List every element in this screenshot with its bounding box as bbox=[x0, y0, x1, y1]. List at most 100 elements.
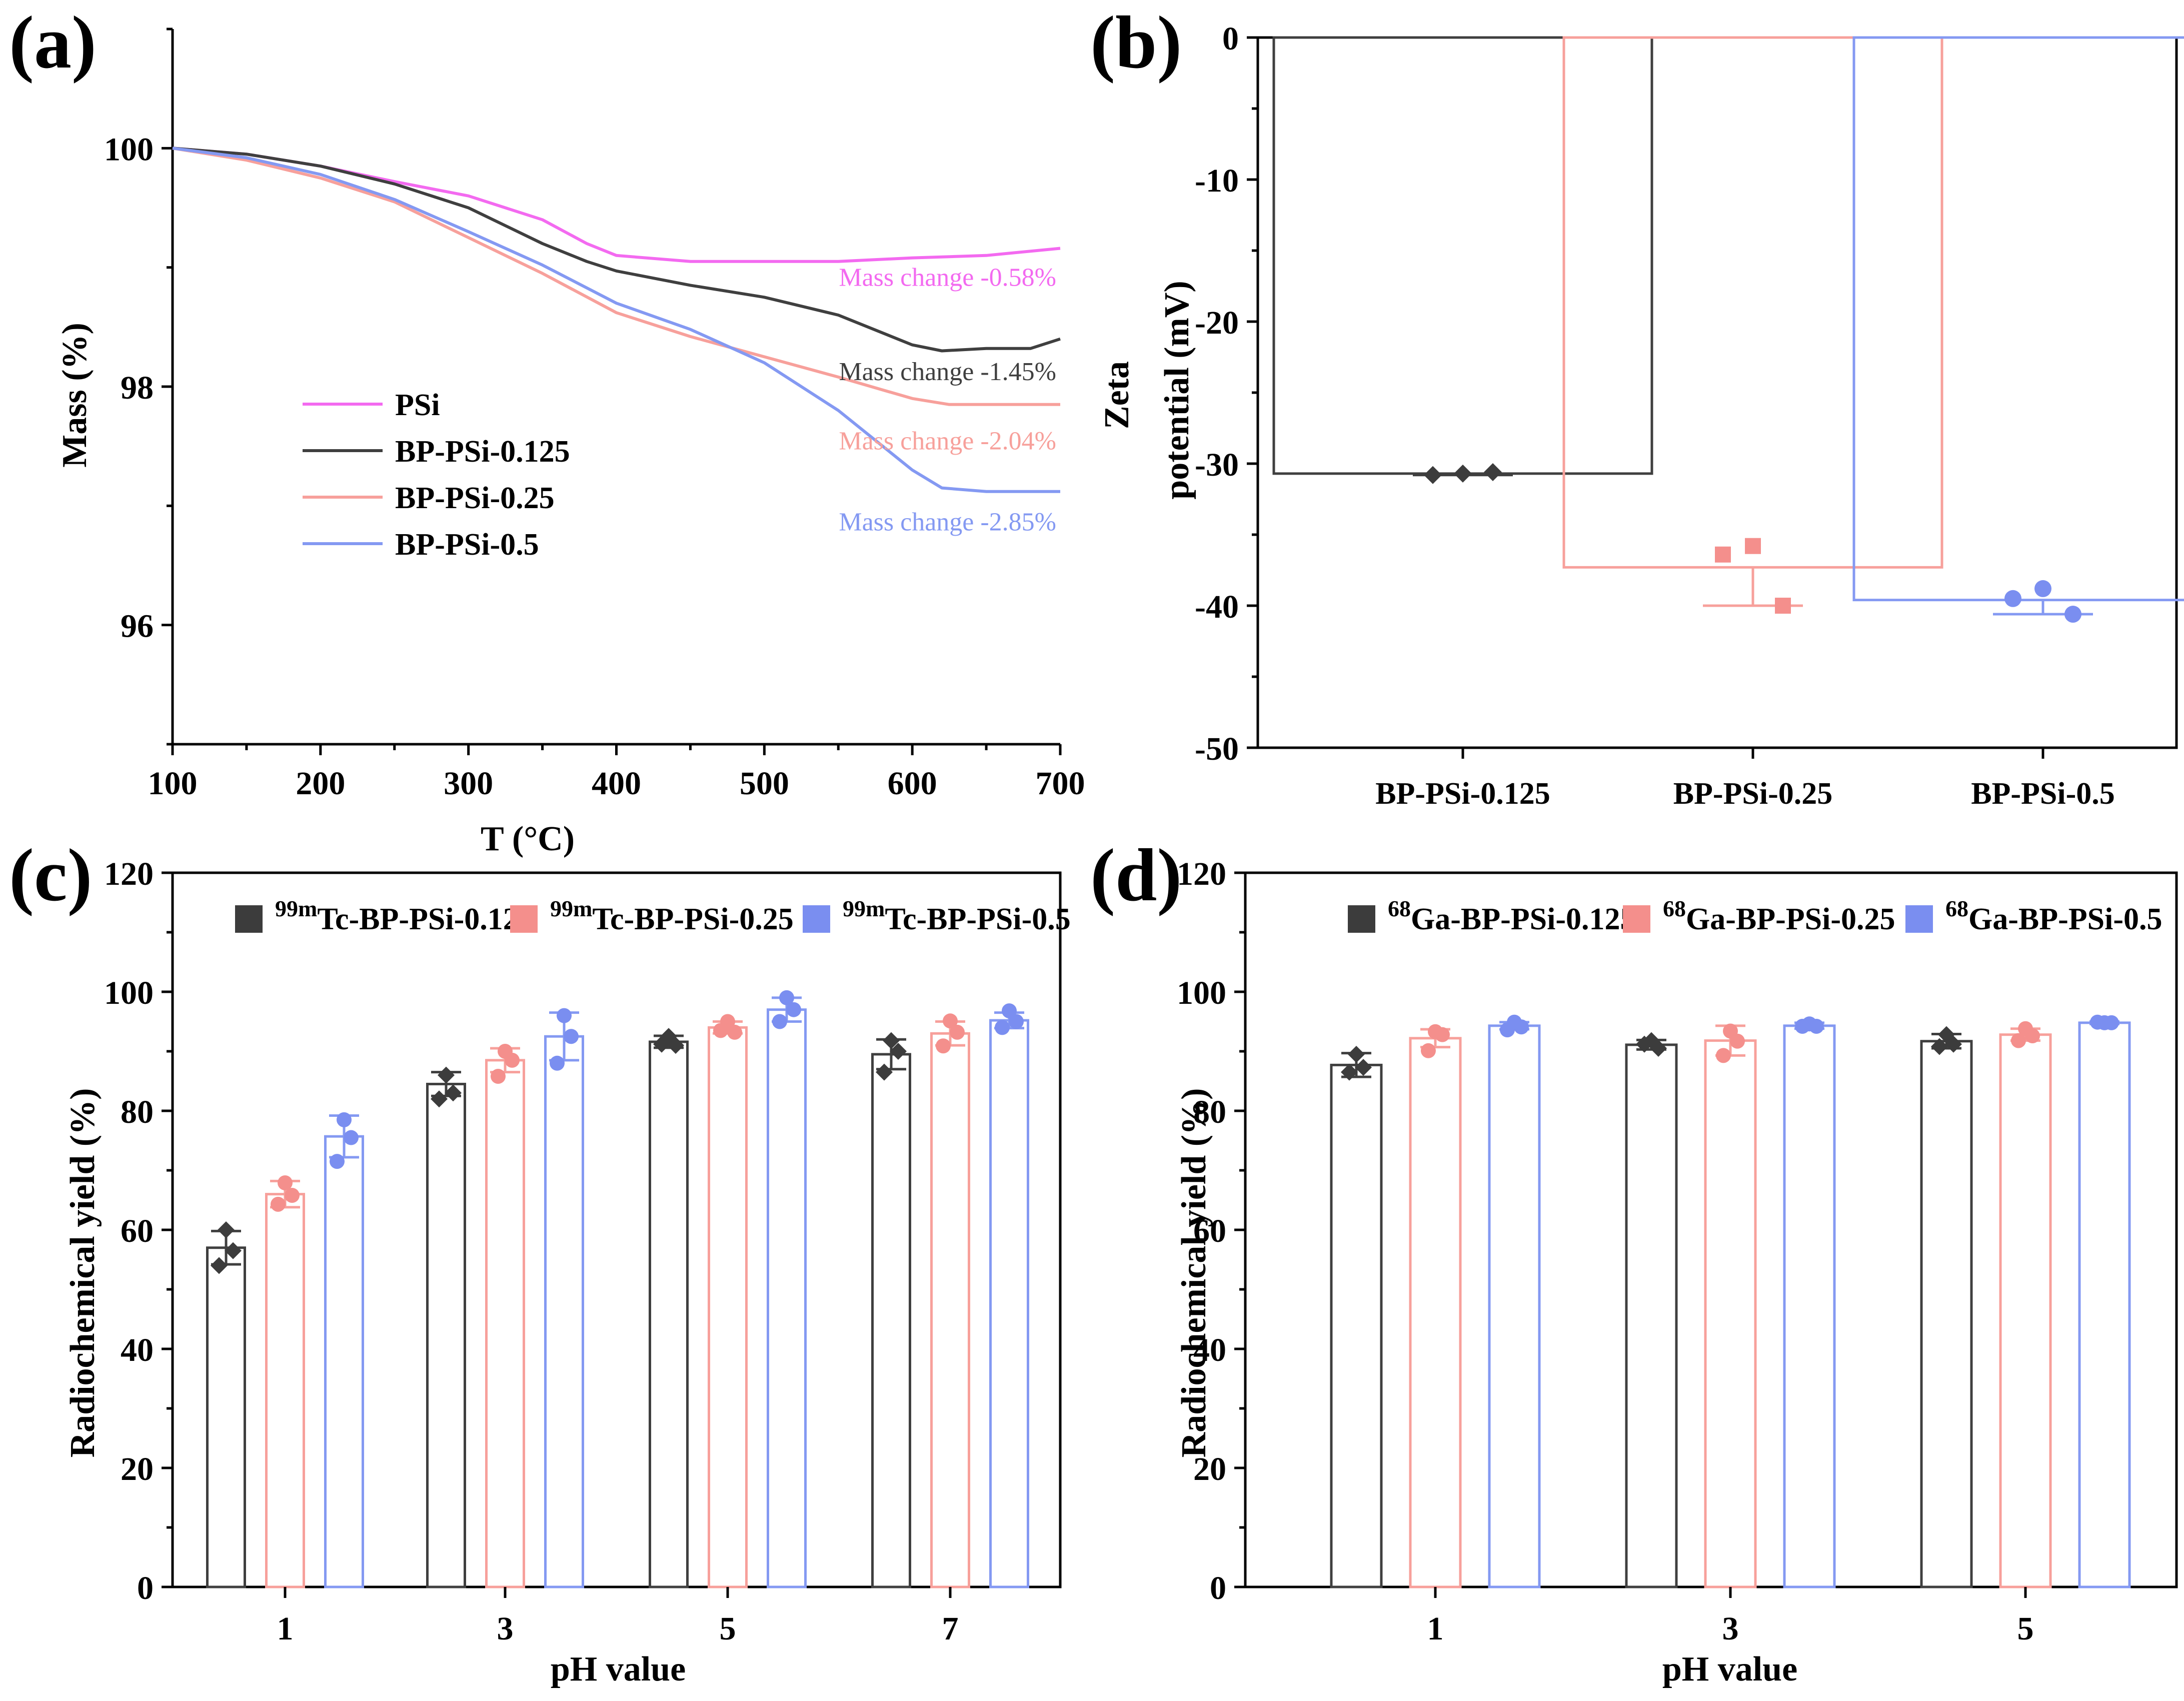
panel-b-x-tick-label: BP-PSi-0.25 bbox=[1673, 777, 1833, 811]
panel-d-x-tick-label: 3 bbox=[1722, 1610, 1739, 1647]
panel-b-y-tick-label: -40 bbox=[1195, 589, 1239, 625]
panel-d-legend-name: Ga-BP-PSi-0.5 bbox=[1968, 902, 2162, 936]
panel-c-data-point bbox=[225, 1242, 242, 1259]
panel-c-bar bbox=[206, 1246, 246, 1588]
panel-c-data-point bbox=[438, 1066, 455, 1084]
panel-c-legend-isotope: 99m bbox=[275, 896, 317, 921]
panel-c-data-point bbox=[505, 1052, 520, 1068]
panel-d-data-point bbox=[2090, 1014, 2105, 1030]
panel-b-plot-frame bbox=[1256, 36, 2178, 749]
panel-c-data-point bbox=[1009, 1014, 1024, 1029]
panel-c-data-point bbox=[713, 1023, 728, 1038]
panel-a-x-tick-label: 500 bbox=[740, 765, 789, 802]
panel-d-y-tick-label: 0 bbox=[1210, 1570, 1226, 1606]
panel-d-legend-label-2: 68Ga-BP-PSi-0.25 bbox=[1663, 896, 1895, 936]
panel-d-y-tick-label: 20 bbox=[1193, 1451, 1226, 1487]
panel-c-y-tick-label: 60 bbox=[121, 1213, 154, 1249]
panel-c-x-tick-label: 3 bbox=[497, 1610, 514, 1647]
panel-letter-c: (c) bbox=[9, 834, 92, 917]
panel-d-y-tick-label: 100 bbox=[1177, 975, 1226, 1011]
panel-d-data-point bbox=[1931, 1038, 1948, 1055]
panel-c-x-tick-label: 1 bbox=[277, 1610, 294, 1647]
panel-c-data-point bbox=[727, 1024, 742, 1040]
panel-b-data-point bbox=[1484, 463, 1502, 482]
panel-c-bar bbox=[265, 1193, 305, 1588]
panel-b-y-tick-label: -20 bbox=[1195, 305, 1239, 341]
panel-c-data-point bbox=[491, 1068, 506, 1084]
panel-a-y-tick-label: 98 bbox=[121, 370, 154, 406]
panel-c-data-point bbox=[271, 1196, 286, 1212]
panel-c-x-tick-label: 5 bbox=[720, 1610, 736, 1647]
panel-a-x-axis-label: T (°C) bbox=[481, 820, 575, 858]
panel-a-x-tick-label: 400 bbox=[592, 765, 641, 802]
panel-c-y-tick-label: 80 bbox=[121, 1094, 154, 1130]
panel-c-bar bbox=[324, 1135, 364, 1588]
panel-d-data-point bbox=[1650, 1040, 1667, 1057]
panel-d-plot-frame bbox=[1244, 871, 2178, 1588]
panel-d-y-tick-label: 40 bbox=[1193, 1332, 1226, 1368]
panel-c-legend-name: Tc-BP-PSi-0.125 bbox=[317, 902, 534, 936]
panel-c-data-point bbox=[285, 1187, 300, 1203]
panel-b-data-point bbox=[2034, 580, 2051, 597]
panel-a-legend-label-2: BP-PSi-0.125 bbox=[395, 435, 570, 469]
panel-a-annotation-1: Mass change -0.58% bbox=[839, 264, 1056, 292]
panel-a-x-tick-label: 700 bbox=[1036, 765, 1085, 802]
panel-c-data-point bbox=[218, 1221, 235, 1238]
panel-b-x-tick-label: BP-PSi-0.5 bbox=[1971, 777, 2115, 811]
panel-c-data-point bbox=[564, 1029, 579, 1044]
panel-c-plot-frame bbox=[171, 871, 1062, 1588]
panel-c-y-tick-label: 20 bbox=[121, 1451, 154, 1487]
panel-c-data-point bbox=[943, 1013, 958, 1029]
panel-c-data-point bbox=[278, 1175, 293, 1190]
panel-d-data-point bbox=[2025, 1028, 2040, 1044]
panel-c-y-tick-label: 0 bbox=[137, 1570, 154, 1606]
panel-c-data-point bbox=[890, 1043, 907, 1060]
panel-d-bar bbox=[1783, 1024, 1836, 1588]
panel-d-bar bbox=[1330, 1063, 1383, 1588]
panel-d-data-point bbox=[1730, 1033, 1745, 1049]
panel-c-legend-name: Tc-BP-PSi-0.25 bbox=[592, 902, 793, 936]
panel-d-x-axis-label: pH value bbox=[1662, 1650, 1797, 1688]
panel-c-y-axis-label: Radiochemical yield (%) bbox=[64, 1088, 102, 1458]
panel-b-x-tick-label: BP-PSi-0.125 bbox=[1375, 777, 1550, 811]
panel-c-bar bbox=[930, 1032, 970, 1588]
panel-c-legend-name: Tc-BP-PSi-0.5 bbox=[885, 902, 1070, 936]
panel-d-bar bbox=[1920, 1040, 1973, 1588]
panel-d-data-point bbox=[1945, 1035, 1962, 1053]
panel-b-bar-1 bbox=[1272, 36, 1653, 475]
panel-c-data-point bbox=[431, 1090, 448, 1108]
panel-a-annotation-2: Mass change -1.45% bbox=[839, 358, 1056, 386]
panel-c-bar bbox=[426, 1082, 466, 1588]
panel-c-bar bbox=[649, 1040, 689, 1588]
panel-b-bar-2 bbox=[1562, 36, 1943, 569]
panel-c-legend-isotope: 99m bbox=[550, 896, 592, 921]
panel-c-y-tick-label: 100 bbox=[104, 975, 154, 1011]
panel-b-bar-3 bbox=[1852, 36, 2184, 602]
panel-d-legend-isotope: 68 bbox=[1663, 896, 1686, 921]
panel-d-legend-label-3: 68Ga-BP-PSi-0.5 bbox=[1945, 896, 2162, 936]
panel-c-data-point bbox=[772, 1014, 787, 1029]
panel-b-data-point bbox=[1454, 464, 1472, 483]
panel-c-y-tick-label: 120 bbox=[104, 856, 154, 892]
panel-c-data-point bbox=[330, 1154, 345, 1169]
panel-d-bar bbox=[2078, 1021, 2131, 1588]
panel-a-annotation-3: Mass change -2.04% bbox=[839, 427, 1056, 455]
panel-d-legend-isotope: 68 bbox=[1945, 896, 1968, 921]
panel-a-series-line-3 bbox=[172, 147, 1060, 406]
panel-d-legend-label-1: 68Ga-BP-PSi-0.125 bbox=[1388, 896, 1635, 936]
panel-d-data-point bbox=[1716, 1048, 1731, 1063]
panel-d-data-point bbox=[1341, 1063, 1358, 1081]
panel-a-y-axis-label: Mass (%) bbox=[56, 323, 94, 468]
panel-d-legend-swatch-3 bbox=[1905, 905, 1933, 933]
panel-b-y-axis-label-line1: Zeta bbox=[1098, 361, 1136, 429]
panel-letter-d: (d) bbox=[1090, 834, 1182, 917]
panel-c-data-point bbox=[550, 1055, 565, 1071]
panel-b-y-tick-label: -10 bbox=[1195, 163, 1239, 199]
panel-d-data-point bbox=[1809, 1019, 1824, 1034]
panel-d-legend-name: Ga-BP-PSi-0.25 bbox=[1686, 902, 1895, 936]
panel-c-legend-label-2: 99mTc-BP-PSi-0.25 bbox=[550, 896, 794, 936]
panel-c-legend-label-1: 99mTc-BP-PSi-0.125 bbox=[275, 896, 534, 936]
panel-a-tga-chart: 100 200 300 400 500 600 700 96 98 100 PSi BP-PSi-0.… bbox=[104, 28, 1085, 802]
panel-d-bar bbox=[1999, 1033, 2052, 1588]
panel-d-data-point bbox=[1435, 1027, 1450, 1042]
